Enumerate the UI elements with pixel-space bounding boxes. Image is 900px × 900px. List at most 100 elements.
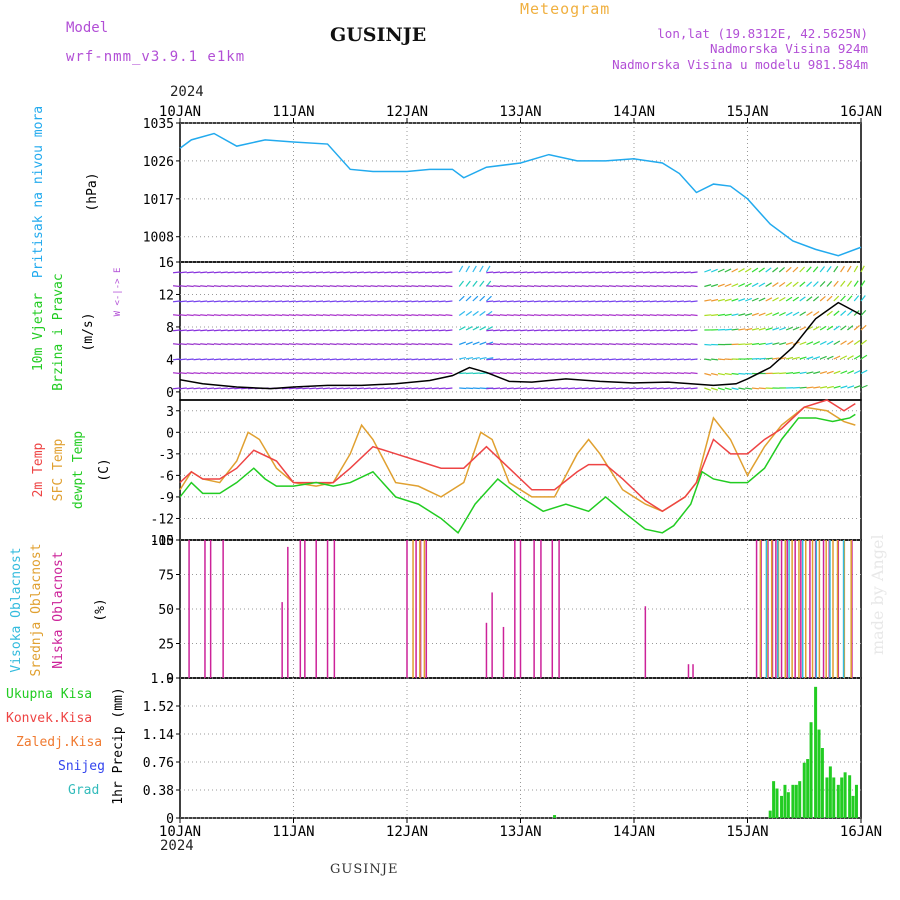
wind-barb [676,329,685,332]
y-tick-label: 12 [158,288,174,303]
wind-barb [275,314,283,317]
wind-barb [656,358,664,361]
wind-barb [860,280,866,287]
wind-barb [275,358,283,361]
wind-barb [281,300,290,303]
wind-barb [622,285,630,288]
wind-barb [220,300,228,303]
wind-barb [275,343,283,346]
wind-barb [595,314,603,317]
wind-barb [213,387,221,390]
wind-barb [370,387,378,390]
wind-barb [527,329,535,332]
wind-barb [765,282,772,288]
wind-barb [581,300,589,303]
wind-barb [670,285,678,288]
wind-barb [431,358,439,361]
wind-barb [602,358,610,361]
wind-barb [356,271,364,274]
wind-barb [370,372,378,375]
y-tick-label: 16 [158,256,174,271]
wind-barb [622,300,630,303]
wind-barb [792,281,799,287]
wind-barb [533,358,541,361]
wind-barb [812,281,819,287]
wind-barb [384,343,392,346]
wind-barb [806,356,814,360]
wind-barb [745,297,752,302]
wind-barb [649,358,657,361]
wind-barb [172,358,181,361]
wind-barb [588,329,596,332]
wind-barb [499,285,507,288]
wind-barb [513,343,521,346]
wind-barb [506,358,514,361]
precip-bar [814,686,818,818]
wind-barb [717,268,725,273]
wind-barb [336,343,344,346]
wind-barb [656,343,664,346]
wind-barb [336,387,344,390]
wind-barb [567,387,576,390]
wind-barb [636,314,644,317]
wind-barb [833,340,841,346]
wind-barb [315,387,324,390]
wind-barb [527,314,535,317]
wind-barb [302,372,310,375]
wind-barb [540,314,548,317]
wind-barb [813,356,821,360]
wind-barb [533,271,541,274]
wind-barb [758,267,765,273]
wind-barb [309,387,317,390]
wind-barb [193,387,201,390]
wind-barb [833,325,840,331]
wind-barb [799,281,806,287]
wind-barb [220,271,228,274]
wind-barb [479,295,486,302]
year-bottom: 2024 [160,838,194,854]
wind-barb [479,280,485,287]
wind-barb [445,358,453,361]
wind-barb [690,271,698,274]
wind-barb [513,358,521,361]
wind-barb [738,283,746,288]
wind-barb [200,343,208,346]
wind-barb [561,300,569,303]
wind-barb [424,387,433,390]
wind-barb [172,285,181,288]
wind-barb [315,271,324,274]
wind-barb [520,314,528,317]
wind-barb [343,271,351,274]
wind-barb [751,387,760,390]
wind-barb [649,343,657,346]
wind-barb [247,372,255,375]
wind-barb [561,343,569,346]
wind-barb [533,387,541,390]
wind-barb [499,387,507,390]
wind-barb [608,358,616,361]
wind-barb [356,358,364,361]
wind-barb [527,372,535,375]
wind-barb [356,300,364,303]
wind-barb [411,271,419,274]
wind-barb [295,271,303,274]
wind-barb [397,329,405,332]
wind-barb [390,372,398,375]
wind-barb [404,343,412,346]
wind-barb [642,343,650,346]
wind-barb [370,314,378,317]
y-tick-label: 75 [158,569,174,584]
wind-barb [356,285,364,288]
wind-barb [676,300,685,303]
wind-barb [193,300,201,303]
wind-barb [179,300,187,303]
wind-barb [350,300,358,303]
wind-barb [676,285,685,288]
wind-barb [465,356,473,360]
wind-barb [499,300,507,303]
wind-barb [315,329,324,332]
wind-barb [370,358,378,361]
wind-barb [663,314,671,317]
wind-barb [445,372,453,375]
wind-barb [295,387,303,390]
